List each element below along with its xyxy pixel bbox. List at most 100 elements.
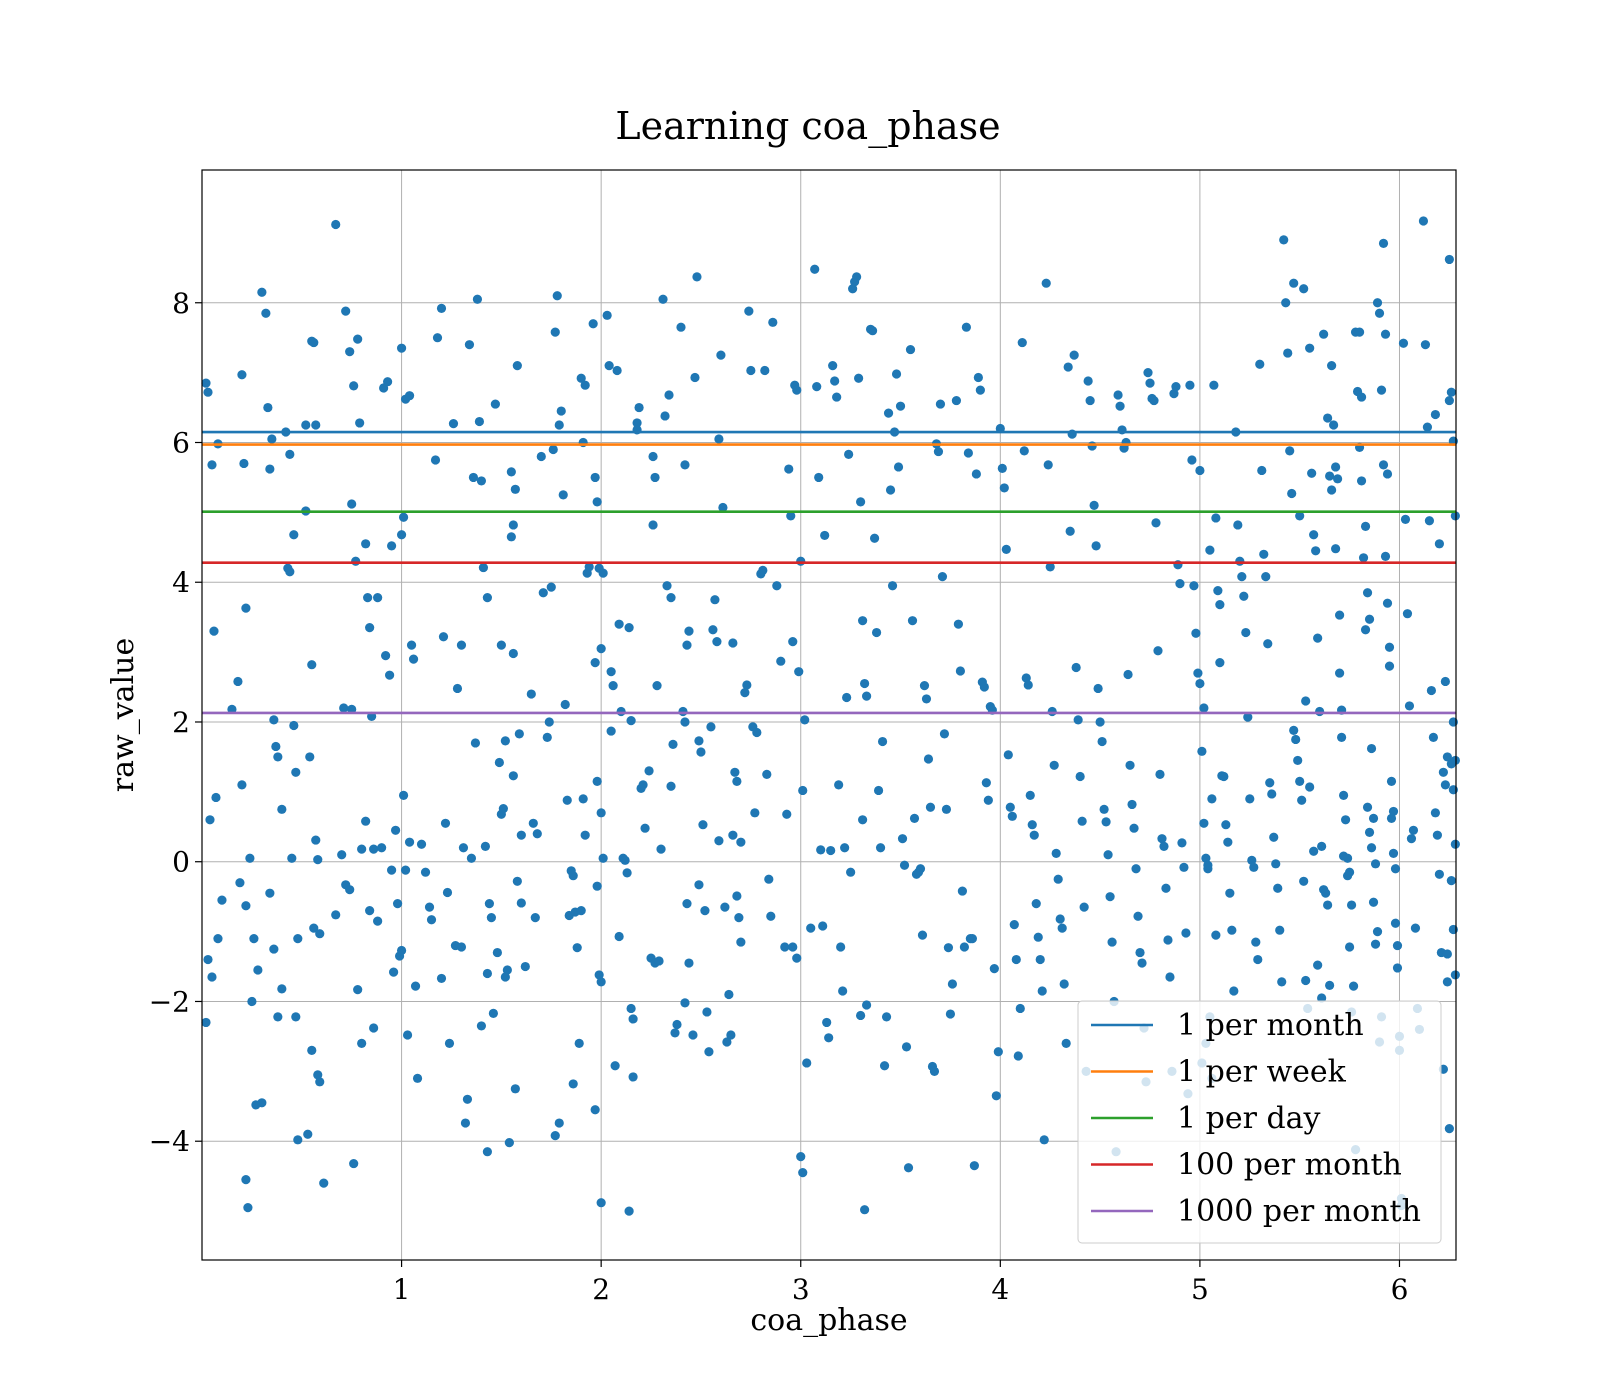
scatter-point [1340,815,1351,825]
scatter-point [1233,520,1243,530]
scatter-point [1051,848,1061,858]
x-tick-label: 3 [792,1273,810,1306]
scatter-point [568,871,578,881]
scatter-point [704,1047,714,1057]
scatter-point [396,945,407,956]
scatter-point [1135,947,1145,958]
scatter-point [1049,760,1059,770]
scatter-point [1390,864,1401,874]
scatter-point [1125,760,1135,770]
scatter-point [716,350,726,360]
scatter-point [682,899,692,909]
scatter-point [624,623,634,633]
scatter-point [1354,327,1365,337]
scatter-point [1013,1051,1023,1061]
scatter-point [420,867,431,877]
scatter-point [590,657,600,668]
scatter-point [664,390,674,400]
scatter-point [1043,460,1053,470]
scatter-point [538,588,548,598]
scatter-point [484,899,494,909]
scatter-point [1386,813,1397,824]
scatter-point [1434,539,1444,549]
scatter-point [1305,782,1315,792]
scatter-point [1175,579,1185,589]
scatter-point [1410,923,1421,933]
x-axis-ticks: 1 2 3 4 5 6 [393,1260,1408,1306]
scatter-point [1364,614,1375,624]
scatter-point [606,667,616,677]
scatter-point [1159,841,1169,851]
scatter-point [951,395,962,406]
scatter-point [1267,789,1277,799]
scatter-point [341,306,351,316]
scatter-point [319,1178,329,1188]
scatter-point [1247,855,1257,865]
scatter-point [678,706,688,717]
scatter-point [622,868,632,878]
x-tick-label: 1 [393,1273,411,1306]
scatter-point [552,291,562,301]
scatter-point [1065,526,1075,536]
scatter-point [858,616,868,626]
scatter-point [494,757,504,768]
scatter-point [291,1012,301,1022]
scatter-point [486,913,496,923]
scatter-point [666,593,676,603]
scatter-point [1241,627,1251,638]
scatter-point [897,834,908,844]
scatter-point [526,689,536,699]
scatter-point [734,913,744,923]
scatter-point [907,616,918,626]
scatter-point [999,483,1009,493]
scatter-point [458,843,469,853]
scatter-point [233,676,243,687]
scatter-point [1187,455,1197,465]
scatter-point [241,901,251,911]
scatter-point [947,979,958,989]
scatter-point [456,942,467,952]
scatter-point [404,391,415,401]
scatter-point [614,619,624,629]
scatter-point [1311,546,1321,556]
scatter-point [856,497,866,507]
scatter-point [1384,661,1395,671]
scatter-point [307,1045,317,1055]
scatter-point [929,1066,940,1076]
scatter-point [826,845,836,856]
scatter-point [1450,511,1460,521]
scatter-point [700,906,710,916]
scatter-point [608,681,618,691]
scatter-point [584,562,594,572]
scatter-point [1305,343,1315,353]
scatter-series [201,216,1460,1216]
scatter-point [1083,376,1093,386]
scatter-point [800,715,810,725]
scatter-point [983,795,993,805]
scatter-point [263,402,273,413]
scatter-point [574,1038,584,1048]
scatter-point [404,837,415,847]
scatter-point [1388,848,1399,858]
scatter-point [496,640,506,650]
y-tick-label: 0 [172,846,190,879]
scatter-point [1370,939,1381,949]
scatter-point [267,434,277,444]
scatter-point [933,446,944,457]
scatter-point [877,736,888,747]
scatter-point [293,1135,303,1145]
scatter-point [592,776,602,786]
scatter-point [871,627,882,638]
scatter-point [331,219,341,230]
scatter-point [448,419,459,429]
scatter-point [925,802,936,812]
scatter-point [680,717,690,727]
scatter-point [796,1151,806,1162]
scatter-point [426,915,437,925]
scatter-point [460,1118,471,1128]
scatter-point [365,623,375,633]
scatter-point [967,933,977,944]
scatter-point [1053,874,1063,884]
scatter-point [265,888,275,898]
